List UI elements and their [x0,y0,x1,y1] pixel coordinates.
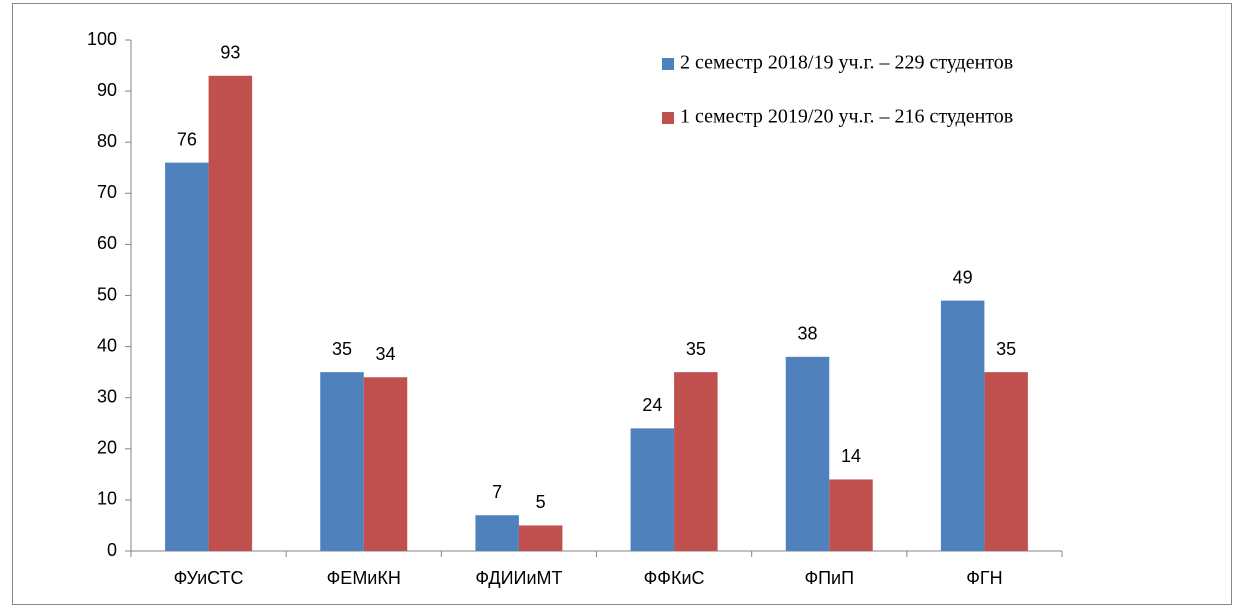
legend-label: 1 семестр 2019/20 уч.г. – 216 студентов [680,106,1013,128]
bar [785,356,830,551]
data-label: 76 [177,129,197,149]
y-tick-label: 90 [97,80,117,100]
legend-swatch [662,112,674,124]
y-tick-label: 70 [97,182,117,202]
x-tick-label: ФПиП [804,568,854,588]
y-tick-label: 100 [87,29,117,49]
bar [674,372,718,551]
y-tick-label: 40 [97,335,117,355]
bar [630,428,675,551]
bar [208,75,253,552]
data-label: 35 [996,339,1016,359]
data-label: 49 [953,267,973,287]
data-label: 34 [375,344,395,364]
bar [165,162,209,551]
data-label: 24 [642,395,662,415]
y-tick-label: 30 [97,386,117,406]
data-label: 35 [332,339,352,359]
data-label: 14 [841,446,861,466]
x-tick-label: ФУиСТС [174,568,244,588]
data-label: 7 [492,482,502,502]
bar [518,525,563,551]
bar [363,377,408,551]
y-tick-label: 0 [107,540,117,560]
x-tick-label: ФГН [966,568,1002,588]
y-tick-label: 50 [97,284,117,304]
data-label: 93 [220,43,240,63]
data-label: 35 [686,339,706,359]
bar [829,479,873,551]
bar [984,372,1028,551]
x-tick-label: ФФКиС [644,568,705,588]
y-tick-label: 80 [97,131,117,151]
x-tick-label: ФДИИиМТ [475,568,562,588]
data-label: 38 [797,324,817,344]
x-tick-label: ФЕМиКН [327,568,401,588]
legend-swatch [662,58,674,70]
y-tick-label: 60 [97,233,117,253]
y-tick-label: 20 [97,438,117,458]
bar [475,515,519,551]
y-tick-label: 10 [97,489,117,509]
legend-label: 2 семестр 2018/19 уч.г. – 229 студентов [680,52,1013,74]
bar [320,372,364,551]
data-label: 5 [536,492,546,512]
bar [940,300,985,551]
